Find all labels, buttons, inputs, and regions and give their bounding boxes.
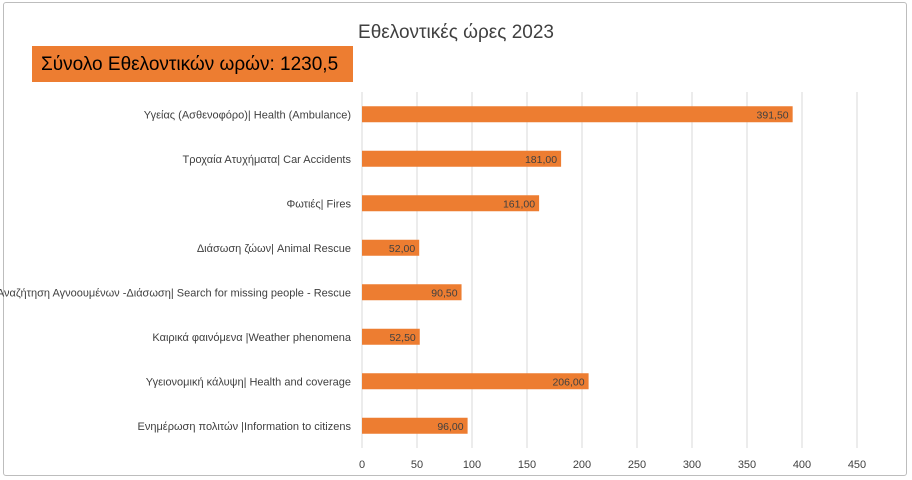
x-tick-label: 450 xyxy=(848,459,866,471)
bar xyxy=(362,373,589,390)
bar xyxy=(362,150,562,167)
category-label: Φωτιές| Fires xyxy=(286,198,351,210)
data-label: 161,00 xyxy=(503,198,535,210)
data-label: 391,50 xyxy=(757,109,789,121)
category-label: Ενημέρωση πολιτών |Information to citize… xyxy=(138,421,352,433)
x-tick-label: 400 xyxy=(793,459,811,471)
bar xyxy=(362,417,468,434)
bar xyxy=(362,284,462,301)
bar xyxy=(362,328,420,345)
x-tick-label: 250 xyxy=(628,459,646,471)
bar xyxy=(362,195,540,212)
category-label: Υγειονομική κάλυψη| Health and coverage xyxy=(146,376,351,388)
data-label: 206,00 xyxy=(552,376,584,388)
x-tick-label: 200 xyxy=(573,459,591,471)
total-hours-banner: Σύνολο Εθελοντικών ωρών: 1230,5 xyxy=(32,46,353,82)
data-label: 90,50 xyxy=(431,287,457,299)
data-label: 181,00 xyxy=(525,154,557,166)
x-tick-label: 350 xyxy=(738,459,756,471)
data-label: 96,00 xyxy=(437,421,463,433)
category-label: Υγείας (Ασθενοφόρο)| Health (Ambulance) xyxy=(144,109,351,121)
x-tick-label: 150 xyxy=(518,459,536,471)
x-tick-label: 300 xyxy=(683,459,701,471)
x-tick-label: 50 xyxy=(411,459,423,471)
bar xyxy=(362,239,420,256)
data-label: 52,00 xyxy=(389,243,415,255)
x-tick-label: 100 xyxy=(463,459,481,471)
category-label: Καιρικά φαινόμενα |Weather phenomena xyxy=(152,332,351,344)
chart-title: Εθελοντικές ώρες 2023 xyxy=(358,22,554,43)
bar xyxy=(362,106,793,123)
category-label: Διάσωση ζώων| Animal Rescue xyxy=(197,243,351,255)
x-tick-label: 0 xyxy=(359,459,365,471)
category-label: Αναζήτηση Αγνοουμένων -Διάσωση| Search f… xyxy=(0,287,351,299)
category-label: Τροχαία Ατυχήματα| Car Accidents xyxy=(182,154,351,166)
data-label: 52,50 xyxy=(389,332,415,344)
